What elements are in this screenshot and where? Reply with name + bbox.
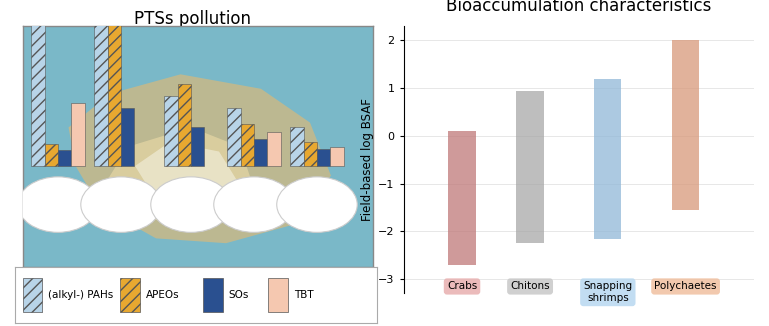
Bar	[22, 278, 42, 312]
Text: APEOs: APEOs	[145, 290, 179, 300]
Bar	[203, 278, 223, 312]
Y-axis label: Field-based log BSAF: Field-based log BSAF	[361, 98, 374, 221]
Circle shape	[81, 177, 161, 232]
Circle shape	[151, 177, 231, 232]
Bar	[517, 91, 544, 243]
Bar	[228, 108, 241, 166]
Bar	[268, 132, 281, 166]
Text: TBT: TBT	[294, 290, 313, 300]
Text: PTSs pollution: PTSs pollution	[134, 10, 251, 28]
Text: (alkyl-) PAHs: (alkyl-) PAHs	[48, 290, 113, 300]
Text: Chitons: Chitons	[511, 281, 550, 291]
Bar	[594, 79, 621, 239]
Bar	[304, 142, 317, 166]
Circle shape	[18, 177, 98, 232]
Bar	[254, 140, 268, 166]
Bar	[448, 131, 476, 265]
Polygon shape	[68, 74, 331, 243]
Text: Crabs: Crabs	[447, 281, 478, 291]
Bar	[191, 127, 205, 166]
Bar	[330, 147, 344, 166]
Bar	[45, 144, 58, 166]
Bar	[72, 103, 85, 166]
Bar	[165, 96, 178, 166]
Bar	[121, 108, 135, 166]
Bar	[291, 127, 304, 166]
Text: Bioaccumulation characteristics: Bioaccumulation characteristics	[446, 0, 711, 15]
Bar	[108, 9, 121, 166]
Bar	[58, 150, 72, 166]
Bar	[268, 278, 288, 312]
Text: Polychaetes: Polychaetes	[654, 281, 717, 291]
Bar	[241, 124, 254, 166]
Polygon shape	[107, 127, 261, 231]
Bar	[120, 278, 140, 312]
Polygon shape	[135, 142, 240, 214]
Text: SOs: SOs	[228, 290, 249, 300]
Circle shape	[214, 177, 295, 232]
Bar	[178, 84, 191, 166]
Bar	[95, 0, 108, 166]
Bar	[317, 149, 330, 166]
Bar	[32, 0, 45, 166]
Text: Snapping
shrimps: Snapping shrimps	[583, 281, 632, 303]
Circle shape	[277, 177, 358, 232]
Bar	[672, 40, 699, 210]
